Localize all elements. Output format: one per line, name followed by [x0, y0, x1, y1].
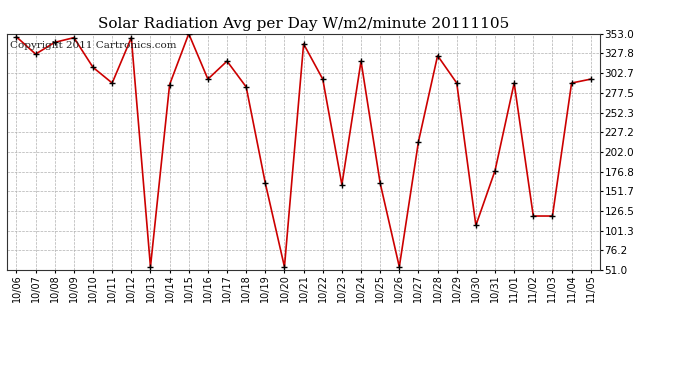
Text: Copyright 2011 Cartronics.com: Copyright 2011 Cartronics.com	[10, 41, 177, 50]
Title: Solar Radiation Avg per Day W/m2/minute 20111105: Solar Radiation Avg per Day W/m2/minute …	[98, 17, 509, 31]
